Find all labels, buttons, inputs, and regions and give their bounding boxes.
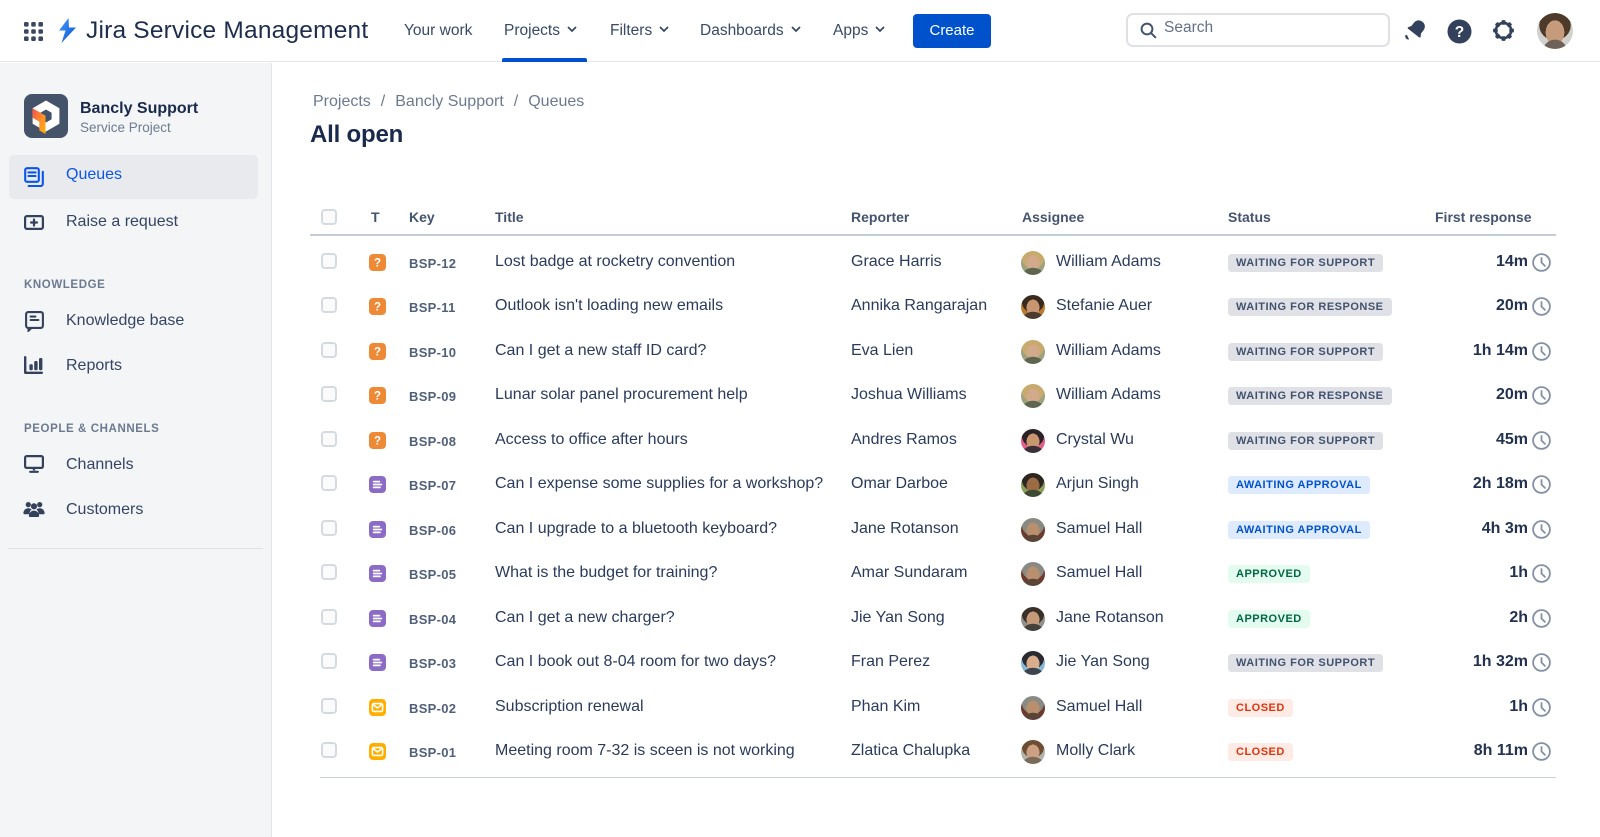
svg-text:?: ? xyxy=(374,435,381,447)
svg-text:?: ? xyxy=(374,257,381,269)
svg-text:?: ? xyxy=(1455,24,1464,41)
svg-text:?: ? xyxy=(374,346,381,358)
svg-text:?: ? xyxy=(374,391,381,403)
svg-text:?: ? xyxy=(374,302,381,314)
